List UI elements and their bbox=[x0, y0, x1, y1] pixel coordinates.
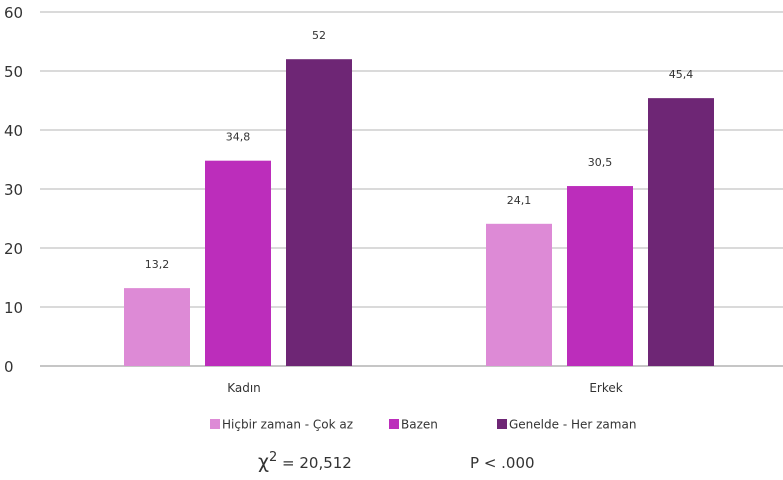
data-label-Erkek-0: 24,1 bbox=[507, 194, 532, 207]
y-tick-label-50: 50 bbox=[4, 63, 23, 81]
legend-label-1: Bazen bbox=[401, 418, 438, 432]
legend-label-2: Genelde - Her zaman bbox=[509, 418, 636, 432]
y-tick-label-60: 60 bbox=[4, 4, 23, 22]
data-label-Erkek-1: 30,5 bbox=[588, 156, 613, 169]
y-tick-label-30: 30 bbox=[4, 181, 23, 199]
bar-Kadın-1 bbox=[205, 160, 271, 366]
statistics: χ2 = 20,512 P < .000 bbox=[258, 450, 535, 473]
bar-Kadın-0 bbox=[124, 288, 190, 366]
chi-square-stat: χ2 = 20,512 bbox=[258, 450, 352, 473]
y-tick-label-40: 40 bbox=[4, 122, 23, 140]
chi-symbol: χ bbox=[258, 451, 269, 473]
bar-Erkek-0 bbox=[486, 223, 552, 366]
y-axis-ticks: 0 10 20 30 40 50 60 bbox=[4, 4, 23, 376]
x-tick-label-0: Kadın bbox=[227, 381, 261, 395]
data-label-Kadın-0: 13,2 bbox=[145, 258, 170, 271]
y-tick-label-20: 20 bbox=[4, 240, 23, 258]
legend-swatch-2 bbox=[497, 419, 507, 429]
chi-superscript: 2 bbox=[269, 450, 277, 465]
legend-label-0: Hiçbir zaman - Çok az bbox=[222, 418, 353, 432]
chi-value: = 20,512 bbox=[277, 454, 352, 472]
bar-Kadın-2 bbox=[286, 59, 352, 366]
bars bbox=[124, 59, 714, 366]
data-label-Kadın-2: 52 bbox=[312, 29, 326, 42]
data-labels: 13,2 34,8 52 24,1 30,5 45,4 bbox=[145, 29, 694, 271]
legend-swatch-0 bbox=[210, 419, 220, 429]
x-axis-ticks: Kadın Erkek bbox=[227, 381, 623, 395]
x-tick-label-1: Erkek bbox=[589, 381, 622, 395]
data-label-Kadın-1: 34,8 bbox=[226, 131, 251, 144]
bar-Erkek-1 bbox=[567, 186, 633, 366]
legend-swatch-1 bbox=[389, 419, 399, 429]
p-value-stat: P < .000 bbox=[470, 454, 535, 472]
y-tick-label-0: 0 bbox=[4, 358, 14, 376]
legend: Hiçbir zaman - Çok az Bazen Genelde - Her … bbox=[210, 418, 636, 432]
bar-Erkek-2 bbox=[648, 98, 714, 366]
data-label-Erkek-2: 45,4 bbox=[669, 68, 694, 81]
y-tick-label-10: 10 bbox=[4, 299, 23, 317]
